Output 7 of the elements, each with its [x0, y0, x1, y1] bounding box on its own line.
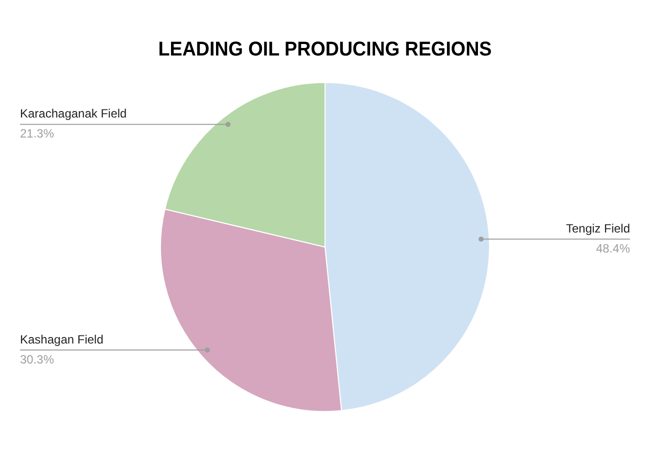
- data-label: 30.3%: [20, 352, 54, 366]
- data-label: 21.3%: [20, 126, 54, 141]
- slice-label: Karachaganak Field: [20, 106, 127, 121]
- slice-label: Kashagan Field: [20, 332, 104, 346]
- chart-title: LEADING OIL PRODUCING REGIONS: [158, 38, 492, 61]
- data-label: 48.4%: [596, 241, 630, 256]
- slice-label: Tengiz Field: [566, 221, 630, 236]
